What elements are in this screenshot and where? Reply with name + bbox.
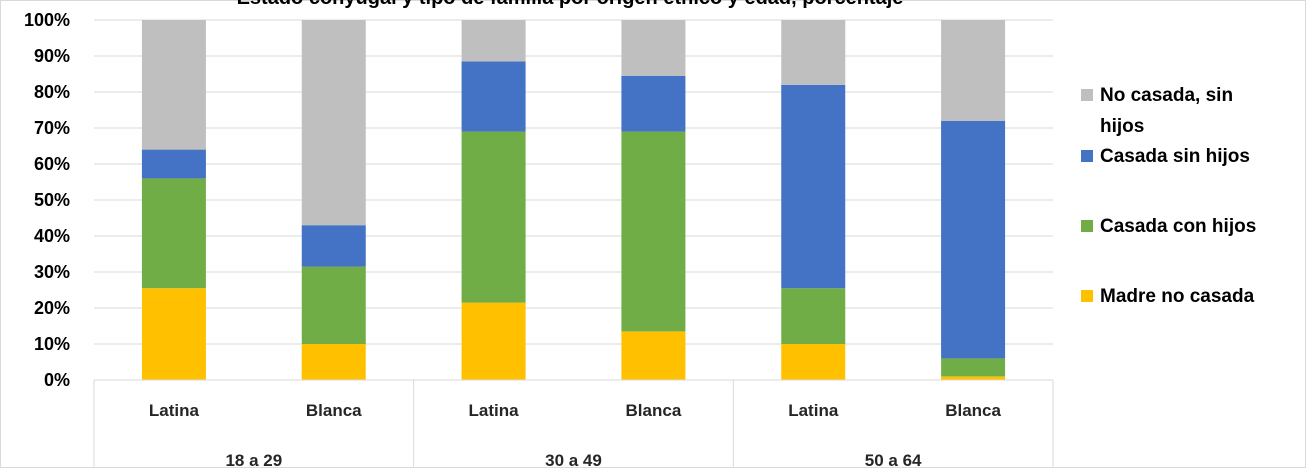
legend-label: Casada sin hijos bbox=[1100, 146, 1250, 167]
y-tick-label: 80% bbox=[34, 82, 70, 102]
y-tick-label: 70% bbox=[34, 118, 70, 138]
y-tick-label: 10% bbox=[34, 334, 70, 354]
y-tick-label: 0% bbox=[44, 370, 70, 390]
x-category-label: Blanca bbox=[306, 401, 362, 420]
x-category-label: Blanca bbox=[945, 401, 1001, 420]
bar-segment bbox=[141, 20, 206, 150]
legend-swatch bbox=[1081, 220, 1093, 232]
bar-segment bbox=[301, 266, 366, 344]
bar-segment bbox=[461, 302, 526, 380]
legend-label: No casada, sin bbox=[1100, 85, 1233, 106]
legend-swatch bbox=[1081, 290, 1093, 302]
bar-segment bbox=[941, 358, 1006, 377]
y-tick-label: 40% bbox=[34, 226, 70, 246]
x-category-label: Latina bbox=[469, 401, 520, 420]
legend-swatch bbox=[1081, 150, 1093, 162]
bar-segment bbox=[301, 225, 366, 267]
y-tick-label: 30% bbox=[34, 262, 70, 282]
bar-segment bbox=[621, 131, 686, 332]
y-tick-label: 100% bbox=[24, 10, 70, 30]
bar-segment bbox=[621, 75, 686, 132]
legend-label: Casada con hijos bbox=[1100, 216, 1256, 237]
bar-segment bbox=[141, 288, 206, 380]
x-axis: Latina Blanca Latina Blanca Latina Blanca 18 a… bbox=[93, 379, 1054, 468]
y-tick-label: 50% bbox=[34, 190, 70, 210]
legend-swatch bbox=[1081, 89, 1093, 101]
bar-segment bbox=[461, 61, 526, 132]
bar-segment bbox=[461, 20, 526, 62]
bar-segment bbox=[301, 20, 366, 226]
x-group-label: 30 a 49 bbox=[545, 451, 602, 468]
bar-segment bbox=[621, 20, 686, 76]
y-tick-label: 20% bbox=[34, 298, 70, 318]
y-tick-label: 90% bbox=[34, 46, 70, 66]
bar-segment bbox=[141, 149, 206, 179]
bar-segment bbox=[941, 20, 1006, 121]
bar-segment bbox=[781, 84, 846, 289]
y-tick-label: 60% bbox=[34, 154, 70, 174]
bars bbox=[141, 20, 1006, 380]
bar-segment bbox=[941, 376, 1006, 380]
legend-label: Madre no casada bbox=[1100, 286, 1255, 307]
bar-segment bbox=[621, 331, 686, 380]
legend-label: hijos bbox=[1100, 116, 1144, 137]
x-category-label: Latina bbox=[149, 401, 200, 420]
bar-segment bbox=[141, 178, 206, 289]
x-group-label: 50 a 64 bbox=[865, 451, 922, 468]
chart-title: Estado conyugal y tipo de familia por or… bbox=[237, 0, 904, 9]
legend: No casada, sin hijos Casada sin hijos Casad… bbox=[1081, 85, 1256, 307]
bar-segment bbox=[781, 344, 846, 380]
y-axis: 0% 10% 20% 30% 40% 50% 60% 70% 80% 90% 100% bbox=[24, 10, 70, 390]
x-category-label: Blanca bbox=[626, 401, 682, 420]
x-category-label: Latina bbox=[788, 401, 839, 420]
x-group-label: 18 a 29 bbox=[225, 451, 282, 468]
bar-segment bbox=[781, 288, 846, 344]
bar-segment bbox=[461, 131, 526, 303]
bar-segment bbox=[941, 120, 1006, 359]
bar-segment bbox=[301, 344, 366, 380]
bar-segment bbox=[781, 20, 846, 85]
